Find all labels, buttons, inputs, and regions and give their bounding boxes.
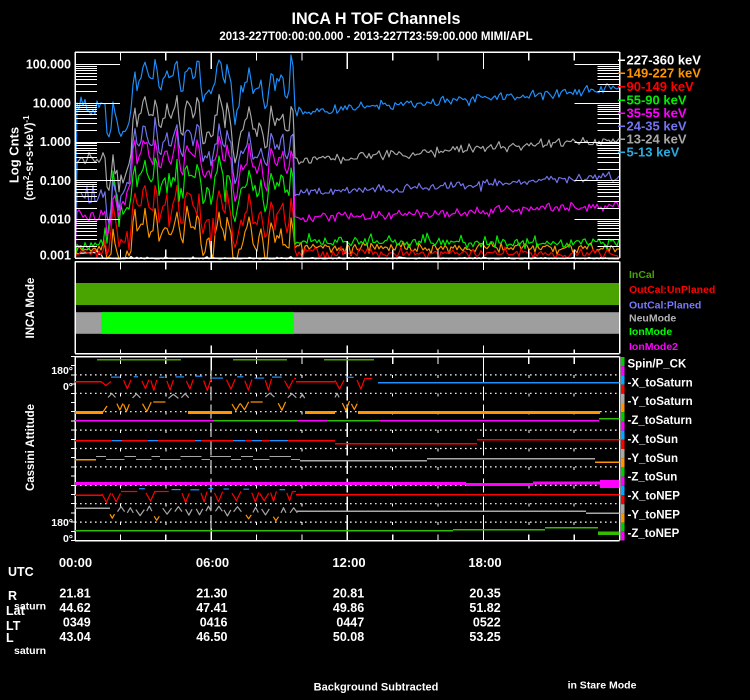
svg-text:13-24 keV: 13-24 keV [627, 132, 687, 147]
svg-text:2013-227T00:00:00.000 - 2013-2: 2013-227T00:00:00.000 - 2013-227T23:59:0… [219, 31, 532, 43]
svg-text:149-227 keV: 149-227 keV [627, 66, 702, 81]
svg-text:OutCal:UnPlaned: OutCal:UnPlaned [629, 284, 715, 296]
svg-text:100.000: 100.000 [26, 58, 71, 72]
svg-text:INCA Mode: INCA Mode [25, 278, 37, 339]
svg-text:49.86: 49.86 [333, 601, 364, 615]
svg-text:OutCal:Planed: OutCal:Planed [629, 299, 701, 311]
svg-text:55-90 keV: 55-90 keV [627, 93, 687, 108]
svg-text:5-13 keV: 5-13 keV [627, 145, 680, 160]
svg-text:53.25: 53.25 [469, 630, 500, 644]
svg-text:0447: 0447 [336, 616, 364, 630]
svg-text:180°: 180° [51, 365, 73, 377]
svg-text:180°: 180° [51, 517, 73, 529]
svg-text:43.04: 43.04 [59, 630, 90, 644]
svg-text:-X_toSun: -X_toSun [628, 434, 678, 446]
svg-text:90-149 keV: 90-149 keV [627, 79, 695, 94]
svg-text:20.81: 20.81 [333, 587, 364, 601]
svg-text:InCal: InCal [629, 269, 655, 281]
svg-text:0°: 0° [63, 533, 73, 545]
svg-text:0.001: 0.001 [40, 249, 71, 263]
svg-text:IonMode: IonMode [629, 326, 672, 338]
svg-text:18:00: 18:00 [468, 555, 501, 570]
svg-text:(cm2-sr-s-keV)-1: (cm2-sr-s-keV)-1 [22, 115, 37, 201]
svg-text:saturn: saturn [14, 645, 46, 657]
svg-text:UTC: UTC [8, 565, 34, 579]
svg-text:-X_toNEP: -X_toNEP [628, 490, 681, 502]
svg-text:L: L [6, 631, 14, 645]
svg-text:NeuMode: NeuMode [629, 312, 676, 324]
svg-text:-X_toSaturn: -X_toSaturn [628, 377, 693, 389]
svg-text:Cassini Attitude: Cassini Attitude [25, 404, 37, 491]
svg-text:0416: 0416 [200, 616, 228, 630]
svg-text:0.010: 0.010 [40, 213, 71, 227]
svg-text:-Z_toSaturn: -Z_toSaturn [628, 415, 693, 427]
svg-text:50.08: 50.08 [333, 630, 364, 644]
svg-text:35-55 keV: 35-55 keV [627, 106, 687, 121]
svg-text:1.000: 1.000 [40, 135, 71, 149]
svg-text:12:00: 12:00 [332, 555, 365, 570]
svg-text:saturn: saturn [14, 601, 46, 613]
svg-text:21.30: 21.30 [196, 587, 227, 601]
svg-text:46.50: 46.50 [196, 630, 227, 644]
svg-text:47.41: 47.41 [196, 601, 227, 615]
svg-text:06:00: 06:00 [196, 555, 229, 570]
svg-text:-Z_toNEP: -Z_toNEP [628, 528, 680, 540]
svg-text:LT: LT [6, 619, 21, 633]
svg-text:0349: 0349 [63, 616, 91, 630]
svg-text:Lat: Lat [6, 604, 26, 618]
svg-text:227-360 keV: 227-360 keV [627, 53, 702, 68]
svg-text:44.62: 44.62 [59, 601, 90, 615]
svg-text:IonMode2: IonMode2 [629, 341, 678, 353]
svg-text:Background Subtracted: Background Subtracted [314, 682, 439, 694]
svg-text:R: R [8, 589, 17, 603]
svg-text:00:00: 00:00 [59, 555, 92, 570]
svg-text:0.100: 0.100 [40, 174, 71, 188]
svg-text:24-35 keV: 24-35 keV [627, 119, 687, 134]
svg-text:-Y_toSaturn: -Y_toSaturn [628, 396, 693, 408]
svg-text:-Y_toNEP: -Y_toNEP [628, 509, 681, 521]
svg-text:0°: 0° [63, 381, 73, 393]
svg-text:Log Cnts: Log Cnts [7, 127, 22, 183]
svg-text:0522: 0522 [473, 616, 501, 630]
svg-text:21.81: 21.81 [59, 587, 90, 601]
svg-text:-Y_toSun: -Y_toSun [628, 453, 678, 465]
svg-text:51.82: 51.82 [469, 601, 500, 615]
svg-text:-Z_toSun: -Z_toSun [628, 472, 678, 484]
svg-text:10.000: 10.000 [33, 96, 71, 110]
svg-text:Spin/P_CK: Spin/P_CK [628, 359, 687, 371]
svg-text:20.35: 20.35 [469, 587, 500, 601]
svg-text:in Stare Mode: in Stare Mode [568, 680, 637, 692]
svg-text:INCA H TOF Channels: INCA H TOF Channels [291, 10, 460, 28]
